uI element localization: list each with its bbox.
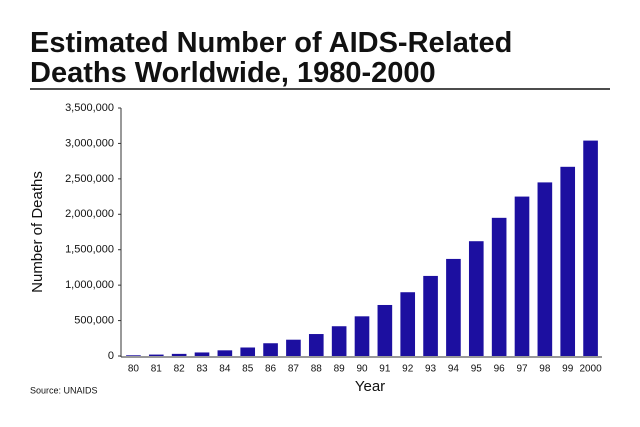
- bar: [491, 217, 507, 356]
- x-tick-label: 87: [288, 364, 300, 375]
- bar: [240, 347, 256, 356]
- y-tick-label: 500,000: [74, 314, 114, 326]
- bar: [148, 354, 164, 356]
- y-tick-label: 2,500,000: [65, 173, 114, 185]
- bar: [423, 275, 438, 356]
- x-tick-label: 95: [471, 364, 483, 375]
- x-axis-label: Year: [355, 378, 385, 395]
- x-tick-label: 97: [516, 364, 528, 375]
- x-tick-label: 93: [425, 364, 437, 375]
- x-tick-label: 2000: [579, 364, 602, 375]
- bar: [331, 326, 347, 356]
- x-tick-label: 80: [128, 364, 140, 375]
- chart-title: Estimated Number of AIDS-Related: [30, 27, 512, 59]
- y-axis-label: Number of Deaths: [29, 171, 46, 293]
- x-tick-label: 85: [242, 364, 254, 375]
- y-tick-label: 1,500,000: [65, 244, 114, 256]
- x-tick-label: 92: [402, 364, 414, 375]
- x-tick-label: 96: [494, 364, 506, 375]
- x-tick-label: 88: [311, 364, 323, 375]
- bar: [308, 334, 324, 356]
- y-tick-label: 3,000,000: [65, 137, 114, 149]
- bar: [468, 241, 484, 356]
- y-tick-label: 0: [108, 350, 114, 362]
- y-tick-label: 2,000,000: [65, 208, 114, 220]
- bar: [354, 316, 370, 356]
- bar: [446, 258, 461, 356]
- y-tick-label: 1,000,000: [65, 279, 114, 291]
- bar: [171, 353, 187, 356]
- x-tick-label: 91: [379, 364, 391, 375]
- bar: [514, 196, 530, 356]
- bar: [217, 350, 233, 356]
- x-tick-label: 86: [265, 364, 277, 375]
- source: Source: UNAIDS: [30, 385, 98, 395]
- x-tick-label: 83: [196, 364, 208, 375]
- x-tick-label: 90: [356, 364, 368, 375]
- x-tick-label: 82: [174, 364, 186, 375]
- bar: [560, 166, 576, 356]
- bar: [286, 339, 301, 356]
- y-tick-label: 3,500,000: [65, 102, 114, 114]
- bar: [400, 292, 416, 356]
- bar: [537, 182, 553, 356]
- x-tick-label: 98: [539, 364, 551, 375]
- x-tick-label: 89: [334, 364, 346, 375]
- x-tick-label: 84: [219, 364, 231, 375]
- x-tick-label: 81: [151, 364, 163, 375]
- bar: [377, 304, 393, 356]
- x-tick-label: 99: [562, 364, 574, 375]
- bar: [583, 140, 598, 356]
- bar: [194, 352, 210, 356]
- bar: [126, 355, 141, 356]
- bar: [263, 343, 278, 356]
- chart-title: Deaths Worldwide, 1980-2000: [30, 57, 436, 89]
- x-tick-label: 94: [448, 364, 460, 375]
